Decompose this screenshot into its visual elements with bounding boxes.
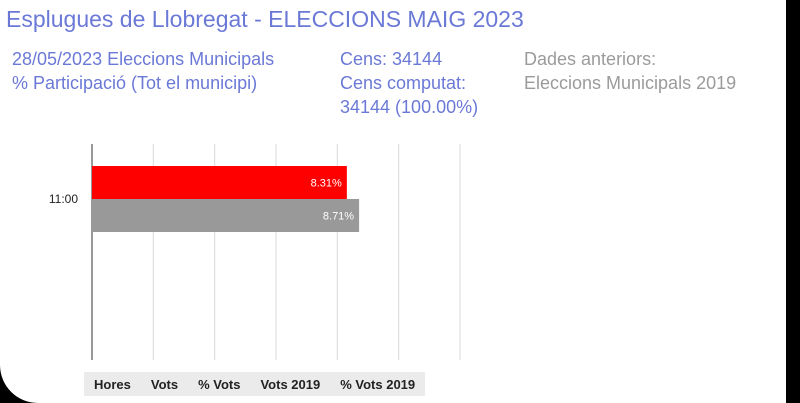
cens-computat-label: Cens computat:	[340, 73, 467, 93]
participation-table: Hores Vots % Vots Vots 2019 % Vots 2019	[84, 372, 426, 396]
bar-value-label: 8.71%	[323, 211, 354, 223]
cens-line: Cens: 34144	[340, 49, 443, 69]
previous-data-value: Eleccions Municipals 2019	[524, 73, 737, 93]
table-header-vots: Vots	[140, 372, 189, 396]
previous-data-info: Dades anteriors: Eleccions Municipals 20…	[524, 47, 736, 95]
cens-info: Cens: 34144 Cens computat: 34144 (100.00…	[340, 47, 478, 119]
election-line: 28/05/2023 Eleccions Municipals	[12, 49, 275, 69]
participation-line: % Participació (Tot el municipi)	[12, 73, 258, 93]
table-header-hores: Hores	[84, 372, 141, 396]
participation-chart: 11:00 8.31% 8.71%	[49, 144, 461, 360]
election-info: 28/05/2023 Eleccions Municipals % Partic…	[12, 47, 274, 95]
category-label: 11:00	[49, 192, 78, 206]
table-header-row: Hores Vots % Vots Vots 2019 % Vots 2019	[84, 372, 426, 396]
table-header-pct-vots: % Vots	[188, 372, 251, 396]
bar-value-label: 8.31%	[311, 178, 342, 190]
table-header-vots-2019: Vots 2019	[250, 372, 331, 396]
bar	[92, 199, 360, 232]
page-title: Esplugues de Llobregat - ELECCIONS MAIG …	[6, 6, 524, 32]
table-header-pct-vots-2019: % Vots 2019	[330, 372, 426, 396]
previous-data-label: Dades anteriors:	[524, 49, 657, 69]
bar	[92, 166, 347, 199]
cens-computat-value: 34144 (100.00%)	[340, 97, 479, 117]
